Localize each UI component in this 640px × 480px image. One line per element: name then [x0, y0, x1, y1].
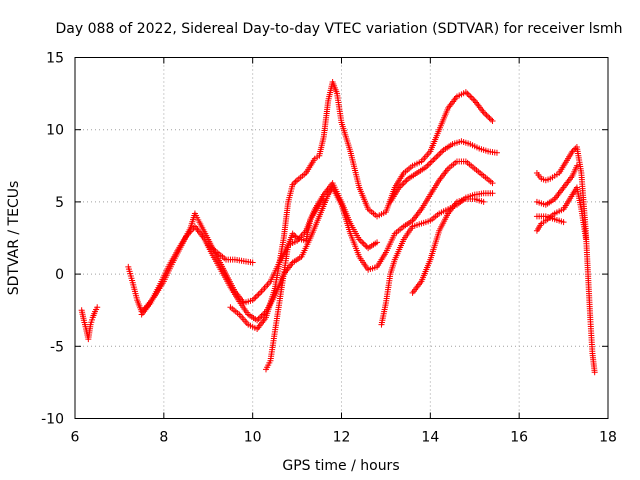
series-track-f	[262, 196, 327, 373]
data-point	[486, 115, 493, 122]
data-point	[254, 317, 261, 324]
data-point	[489, 180, 496, 187]
data-marks	[78, 79, 598, 376]
y-tick-label: -10	[41, 412, 64, 428]
y-tick-label: -5	[50, 339, 64, 355]
data-point	[439, 148, 446, 155]
series-track-e	[227, 79, 496, 332]
data-point	[422, 164, 429, 171]
tick-labels: 6 8 10 12 14 16 18 -10 -5 0 5 10 15	[41, 51, 617, 446]
data-point	[437, 149, 444, 156]
data-point	[582, 235, 589, 241]
data-point	[464, 90, 471, 97]
data-point	[260, 311, 267, 318]
data-point	[431, 155, 438, 162]
data-point	[424, 162, 431, 169]
y-tick-label: 0	[55, 267, 64, 283]
series-track-m	[533, 213, 567, 226]
data-point	[257, 289, 264, 296]
x-tick-label: 10	[244, 430, 262, 446]
data-point	[467, 93, 474, 100]
data-point	[397, 183, 404, 190]
data-point	[591, 369, 598, 376]
data-point	[249, 297, 256, 304]
series-track-j	[533, 144, 598, 376]
data-point	[399, 181, 406, 188]
data-point	[569, 148, 576, 155]
data-point	[289, 181, 296, 188]
data-point	[255, 315, 262, 322]
data-point	[468, 94, 475, 101]
x-axis-label: GPS time / hours	[282, 458, 399, 474]
x-tick-label: 16	[510, 430, 528, 446]
data-point	[291, 232, 298, 239]
data-point	[425, 161, 432, 168]
chart-title: Day 088 of 2022, Sidereal Day-to-day VTE…	[56, 21, 623, 37]
data-point	[291, 180, 298, 187]
data-point	[430, 157, 437, 164]
series-track-d	[205, 242, 256, 266]
x-tick-label: 8	[159, 430, 168, 446]
data-point	[258, 312, 265, 319]
data-point	[489, 190, 496, 197]
data-point	[434, 152, 441, 159]
data-point	[320, 196, 327, 203]
data-point	[570, 146, 577, 153]
data-point	[94, 304, 101, 311]
data-point	[357, 237, 364, 244]
data-point	[436, 151, 443, 158]
data-point	[289, 230, 296, 237]
data-point	[493, 149, 500, 156]
data-point	[402, 178, 409, 185]
data-point	[488, 116, 495, 123]
series-track-k	[533, 162, 580, 208]
data-point	[480, 198, 487, 205]
data-point	[462, 89, 469, 96]
data-point	[257, 314, 264, 321]
series-track-a	[78, 304, 101, 343]
data-point	[360, 240, 367, 247]
series-track-i	[409, 196, 487, 296]
x-tick-label: 18	[599, 430, 617, 446]
data-point	[480, 109, 487, 116]
data-point	[362, 242, 369, 249]
series-track-h	[387, 138, 500, 205]
data-point	[427, 159, 434, 166]
x-tick-label: 6	[71, 430, 80, 446]
data-point	[470, 96, 477, 103]
x-tick-label: 14	[421, 430, 439, 446]
data-point	[573, 162, 580, 169]
data-point	[428, 158, 435, 165]
data-point	[374, 239, 381, 246]
data-point	[403, 177, 410, 184]
data-point	[254, 292, 261, 299]
data-point	[251, 295, 258, 302]
data-point	[485, 113, 492, 120]
data-point	[489, 118, 496, 125]
data-point	[560, 219, 567, 226]
data-point	[249, 259, 256, 266]
data-point	[359, 239, 366, 246]
x-tick-label: 12	[333, 430, 351, 446]
data-point	[292, 233, 299, 240]
series-track-c	[138, 158, 496, 324]
data-point	[292, 178, 299, 185]
y-axis-label: SDTVAR / TECUs	[6, 181, 22, 296]
y-tick-label: 15	[46, 51, 64, 67]
plot-frame	[74, 57, 609, 419]
data-point	[255, 291, 262, 298]
data-point	[252, 294, 259, 301]
y-tick-label: 5	[55, 195, 64, 211]
data-point	[400, 180, 407, 187]
data-point	[465, 92, 472, 99]
data-point	[483, 112, 490, 119]
y-tick-label: 10	[46, 123, 64, 139]
data-point	[396, 184, 403, 191]
data-point	[356, 236, 363, 243]
data-point	[433, 154, 440, 161]
series-track-g	[378, 190, 496, 328]
data-point	[482, 110, 489, 117]
